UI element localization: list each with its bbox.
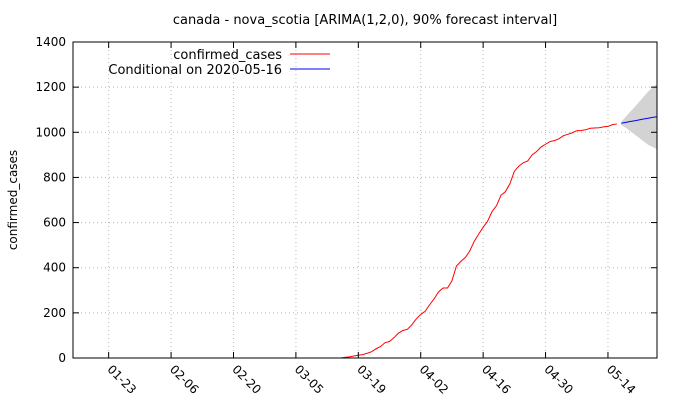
x-tick-label: 02-20	[229, 362, 264, 397]
x-tick-label: 04-30	[541, 362, 576, 397]
y-tick-label: 800	[43, 170, 66, 184]
series-layer	[340, 116, 658, 359]
y-tick-label: 1400	[35, 35, 66, 49]
series-line-confirmed-cases	[340, 123, 617, 359]
grid-layer	[73, 42, 657, 358]
y-axis-label: confirmed_cases	[6, 150, 20, 250]
x-tick-label: 04-02	[417, 362, 452, 397]
y-tick-label: 1000	[35, 125, 66, 139]
x-tick-label: 03-19	[354, 362, 389, 397]
series-line-conditional	[621, 116, 658, 124]
forecast-interval-band	[621, 83, 657, 150]
legend: confirmed_cases Conditional on 2020-05-1…	[108, 48, 330, 78]
x-tick-label: 01-23	[105, 362, 140, 397]
x-tick-label: 04-16	[479, 362, 514, 397]
forecast-band-layer	[621, 83, 657, 150]
x-tick-label: 02-06	[167, 362, 202, 397]
legend-label-confirmed-cases: confirmed_cases	[173, 48, 282, 63]
y-tick-label: 400	[43, 261, 66, 275]
y-tick-label: 200	[43, 306, 66, 320]
y-tick-label: 0	[58, 351, 66, 365]
x-tick-label: 03-05	[292, 362, 327, 397]
y-tick-label: 1200	[35, 80, 66, 94]
legend-label-conditional: Conditional on 2020-05-16	[108, 63, 282, 78]
chart-title: canada - nova_scotia [ARIMA(1,2,0), 90% …	[173, 13, 557, 28]
tick-layer: 0 200 400 600 800 1000 1200 1400 01-23 02-06 02-20…	[35, 35, 657, 397]
plot-frame	[72, 41, 658, 359]
y-tick-label: 600	[43, 216, 66, 230]
x-tick-label: 05-14	[604, 362, 639, 397]
